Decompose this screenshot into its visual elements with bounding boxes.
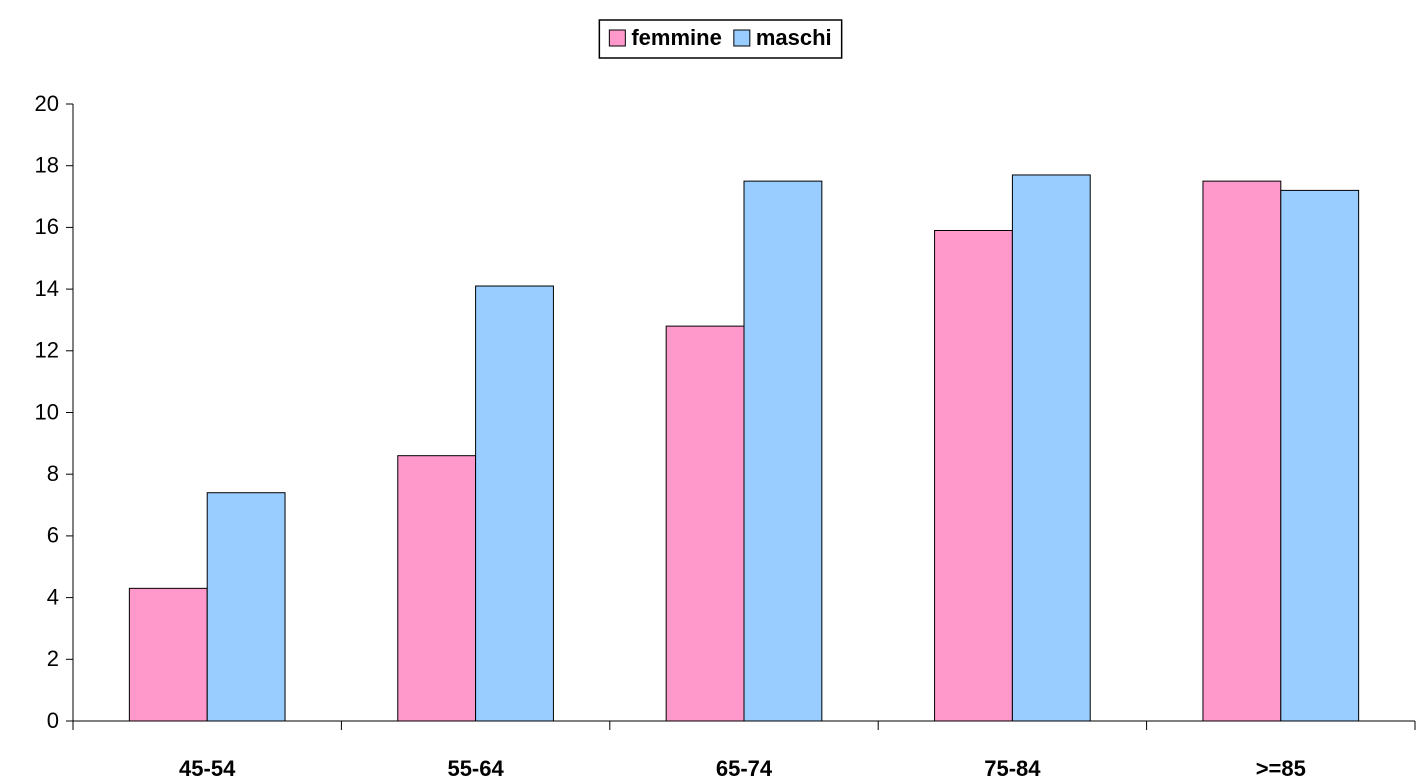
legend-swatch <box>733 29 751 47</box>
y-tick-label: 0 <box>47 708 59 733</box>
bar <box>397 455 477 722</box>
x-tick-label: 55-64 <box>447 756 504 781</box>
bar <box>1011 174 1091 722</box>
x-tick-label: 75-84 <box>984 756 1041 781</box>
bar <box>743 180 823 722</box>
legend-label: maschi <box>756 25 832 50</box>
y-tick-label: 14 <box>35 276 59 301</box>
bar <box>665 325 745 722</box>
legend: femmine maschi <box>598 19 843 59</box>
y-tick-label: 10 <box>35 399 59 424</box>
y-tick-label: 8 <box>47 461 59 486</box>
y-tick-label: 12 <box>35 338 59 363</box>
bar <box>934 229 1013 722</box>
x-tick-label: 65-74 <box>716 756 773 781</box>
y-tick-label: 2 <box>47 646 59 671</box>
y-tick-label: 6 <box>47 523 59 548</box>
bar <box>1280 189 1360 722</box>
x-tick-label: >=85 <box>1256 756 1306 781</box>
bar <box>206 492 286 722</box>
bar <box>1202 180 1282 722</box>
legend-box <box>598 19 843 59</box>
bar <box>128 587 208 722</box>
y-tick-label: 18 <box>35 153 59 178</box>
y-tick-label: 20 <box>35 91 59 116</box>
legend-label: femmine <box>631 25 721 50</box>
y-tick-label: 16 <box>35 214 59 239</box>
x-tick-label: 45-54 <box>179 756 236 781</box>
bar <box>475 285 554 722</box>
legend-swatch <box>608 29 626 47</box>
y-tick-label: 4 <box>47 584 59 609</box>
